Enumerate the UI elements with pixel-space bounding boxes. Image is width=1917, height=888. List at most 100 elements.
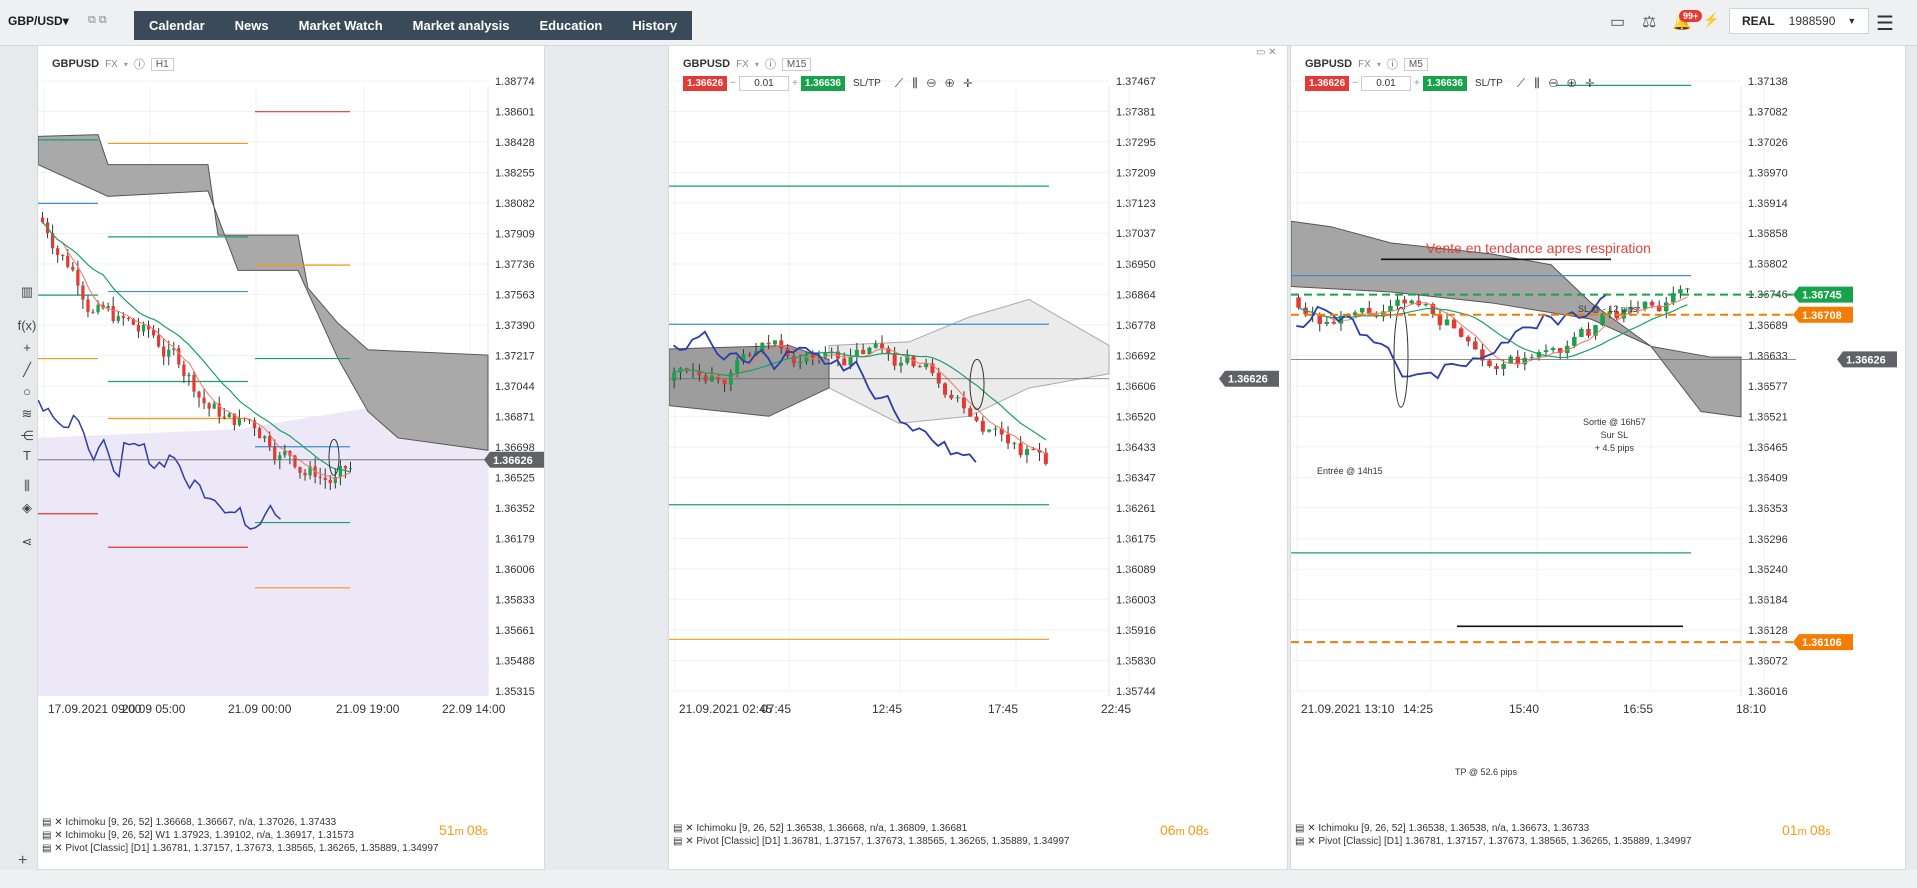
- candle-body: [1409, 300, 1414, 304]
- legend-item[interactable]: ▤ ✕ Ichimoku [9, 26, 52] 1.36668, 1.3666…: [42, 817, 337, 828]
- circle-tool-icon[interactable]: ○: [23, 384, 31, 399]
- nav-education[interactable]: Education: [539, 18, 603, 33]
- candle-body: [1423, 304, 1429, 306]
- nav-calendar[interactable]: Calendar: [149, 18, 205, 33]
- candle-body: [1494, 366, 1499, 369]
- chart-tools-icon[interactable]: ⟋⫼⊖⊕✛: [894, 76, 982, 90]
- time-tick-label: 14:25: [1403, 702, 1433, 716]
- chart-symbol[interactable]: GBPUSD: [1305, 58, 1353, 70]
- sell-button[interactable]: 1.36626: [683, 76, 728, 91]
- annotation-tp[interactable]: TP @ 52.6 pips: [1455, 767, 1518, 777]
- candle-body: [898, 362, 903, 366]
- nav-market-watch[interactable]: Market Watch: [298, 18, 383, 33]
- time-tick-label: 21.09.2021 02:45: [679, 702, 773, 716]
- legend-item[interactable]: ▤ ✕ Ichimoku [9, 26, 52] W1 1.37923, 1.3…: [42, 830, 354, 841]
- price-tick-label: 1.36698: [495, 442, 535, 454]
- candle-body: [1663, 302, 1669, 312]
- sltp-button[interactable]: SL/TP: [1475, 78, 1503, 89]
- price-tick-label: 1.38774: [495, 76, 535, 88]
- candle-body: [293, 455, 297, 467]
- line-tool-icon[interactable]: ╱: [23, 362, 31, 377]
- price-tick-label: 1.37209: [1116, 167, 1156, 179]
- buy-button[interactable]: 1.36636: [1422, 76, 1467, 91]
- text-tool-icon[interactable]: T: [23, 448, 31, 463]
- hamburger-menu-icon[interactable]: ☰: [1876, 13, 1894, 35]
- legend-item[interactable]: ▤ ✕ Ichimoku [9, 26, 52] 1.36538, 1.3666…: [673, 823, 968, 834]
- candle-body: [1557, 348, 1563, 354]
- chart-symbol[interactable]: GBPUSD: [52, 58, 100, 70]
- lot-decrease-button[interactable]: −: [1352, 78, 1358, 89]
- buy-button[interactable]: 1.36636: [800, 76, 845, 91]
- add-icon[interactable]: +: [18, 852, 28, 869]
- window-controls-icon[interactable]: ▭ ✕: [1256, 47, 1277, 58]
- annotation-title[interactable]: Vente en tendance apres respiration: [1426, 240, 1651, 256]
- nav-history[interactable]: History: [632, 18, 678, 33]
- sltp-button[interactable]: SL/TP: [853, 78, 881, 89]
- sell-button[interactable]: 1.36626: [1305, 76, 1350, 91]
- symbol-selector[interactable]: GBP/USD▾: [8, 14, 69, 28]
- indicators-icon[interactable]: ⫼: [24, 478, 30, 493]
- trade-icon[interactable]: ⚖: [1642, 14, 1657, 31]
- candle-body: [1635, 307, 1641, 309]
- annotation-sl[interactable]: SL @ - 12 pips: [1578, 304, 1638, 314]
- layout-icon[interactable]: ▭: [1610, 14, 1626, 31]
- nav-market-analysis[interactable]: Market analysis: [412, 18, 510, 33]
- candle-body: [936, 373, 941, 384]
- chart-canvas[interactable]: 1.37138 1.37082 1.37026 1.36970 1.36914 1.368…: [1291, 46, 1907, 871]
- fibonacci-icon[interactable]: ≋: [21, 406, 33, 421]
- price-tick-label: 1.36778: [1116, 320, 1156, 332]
- layers-icon[interactable]: ◈: [22, 500, 32, 515]
- candle-body: [131, 318, 136, 325]
- lot-increase-button[interactable]: +: [1414, 78, 1420, 89]
- chart-symbol[interactable]: GBPUSD: [683, 58, 731, 70]
- window-controls-icon[interactable]: ⧉⧉: [88, 14, 110, 26]
- chart-panel-h1: 1.38774 1.38601 1.38428 1.38255 1.38082 1.379…: [37, 45, 545, 870]
- legend-item[interactable]: ▤ ✕ Ichimoku [9, 26, 52] 1.36538, 1.3653…: [1295, 823, 1590, 834]
- chart-tools-icon[interactable]: ⟋⫼⊖⊕✛: [1516, 76, 1604, 90]
- chevron-down-icon[interactable]: ▾: [123, 59, 128, 69]
- candle-body: [1037, 450, 1042, 453]
- price-tick-label: 1.37217: [495, 351, 535, 363]
- chart-canvas[interactable]: 1.38774 1.38601 1.38428 1.38255 1.38082 1.379…: [38, 46, 546, 871]
- lightning-icon[interactable]: ⚡: [1703, 12, 1720, 27]
- nav-news[interactable]: News: [234, 18, 269, 33]
- timeframe-selector[interactable]: M15: [781, 57, 812, 71]
- annotation-entry[interactable]: Entrée @ 14h15: [1317, 466, 1383, 476]
- candle-body: [854, 349, 859, 357]
- candle-body: [227, 413, 231, 418]
- info-icon[interactable]: ⓘ: [1386, 59, 1398, 71]
- account-selector[interactable]: REAL 1988590 ▼: [1729, 8, 1869, 34]
- info-icon[interactable]: ⓘ: [133, 59, 145, 71]
- price-tick-label: 1.35315: [495, 686, 535, 698]
- drawn-ellipse: [1393, 306, 1409, 408]
- share-icon[interactable]: ⋖: [21, 534, 33, 549]
- info-icon[interactable]: ⓘ: [764, 59, 776, 71]
- legend-item[interactable]: ▤ ✕ Pivot [Classic] [D1] 1.36781, 1.3715…: [42, 843, 439, 854]
- legend-item[interactable]: ▤ ✕ Pivot [Classic] [D1] 1.36781, 1.3715…: [673, 836, 1070, 847]
- lot-increase-button[interactable]: +: [792, 78, 798, 89]
- lot-input[interactable]: 0.01: [1361, 76, 1411, 91]
- pitchfork-icon[interactable]: ⋲: [20, 428, 34, 443]
- legend-item[interactable]: ▤ ✕ Pivot [Classic] [D1] 1.36781, 1.3715…: [1295, 836, 1692, 847]
- time-tick-label: 15:40: [1509, 702, 1539, 716]
- function-icon[interactable]: f(x): [17, 318, 37, 333]
- chevron-down-icon[interactable]: ▾: [754, 59, 759, 69]
- candle-body: [1480, 349, 1485, 361]
- lot-input[interactable]: 0.01: [739, 76, 789, 91]
- candle-timer: 51m 08s: [439, 822, 488, 838]
- chevron-down-icon[interactable]: ▾: [1376, 59, 1381, 69]
- timeframe-selector[interactable]: H1: [150, 57, 174, 71]
- price-tick-label: 1.36072: [1748, 656, 1788, 668]
- sl-price-label: 1.36745: [1802, 290, 1842, 302]
- price-tick-label: 1.37381: [1116, 106, 1156, 118]
- candle-body: [162, 346, 166, 357]
- time-tick-label: 21.09 19:00: [336, 702, 400, 716]
- bars-icon[interactable]: ▥: [20, 284, 34, 299]
- timeframe-selector[interactable]: M5: [1403, 57, 1428, 71]
- crosshair-icon[interactable]: +: [23, 340, 31, 355]
- candle-body: [1395, 299, 1400, 306]
- chart-canvas[interactable]: 1.37467 1.37381 1.37295 1.37209 1.37123 1.370…: [669, 46, 1289, 871]
- lot-decrease-button[interactable]: −: [730, 78, 736, 89]
- notification-badge: 99+: [1679, 10, 1703, 22]
- annotation-exit[interactable]: Sortie @ 16h57 Sur SL + 4.5 pips: [1583, 417, 1646, 453]
